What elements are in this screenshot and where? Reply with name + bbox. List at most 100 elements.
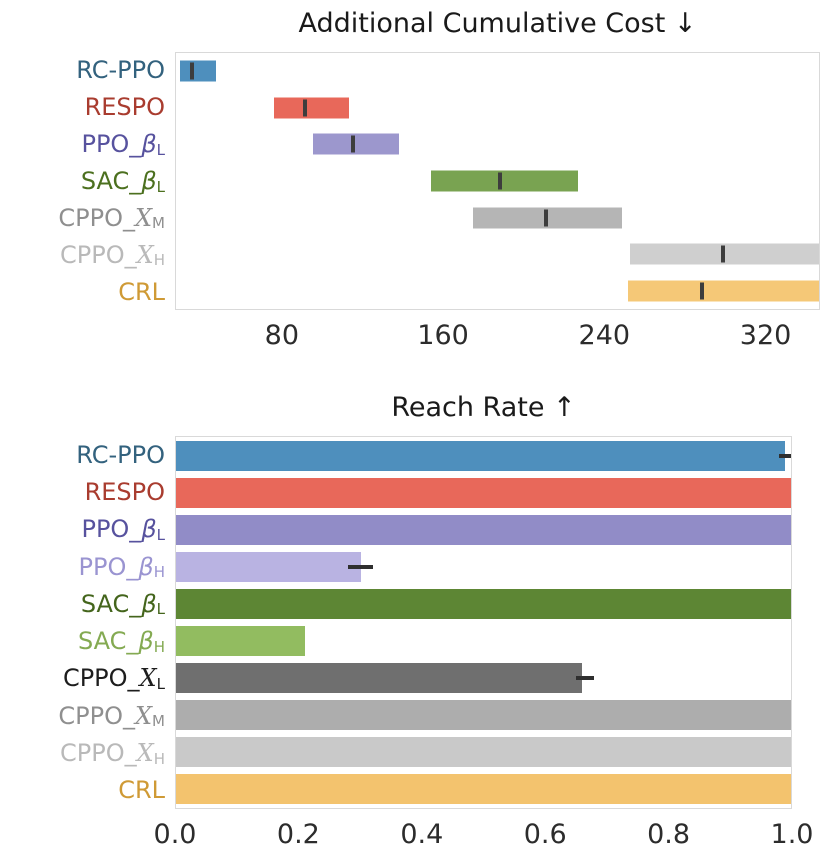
bar-track (176, 163, 819, 200)
reach-rate-chart-body: RC-PPO RESPO PPO_ β L PPO_ β H SAC_ β L SAC_ β H CPPO_… (0, 436, 792, 809)
row-label-subscript: H (153, 749, 165, 768)
row-label-text: RESPO (84, 477, 165, 506)
cost-chart-body: RC-PPO RESPO PPO_ β L SAC_ β L CPPO_ X M CPPO_ X H CRL (0, 52, 820, 310)
row-label-text: CPPO_ (62, 664, 140, 693)
row-label-subscript: M (152, 214, 165, 233)
bar (274, 97, 349, 119)
bar-track (176, 771, 791, 808)
mean-marker (497, 172, 502, 190)
row-label-text: SAC_ (80, 167, 142, 195)
cost-chart: Additional Cumulative Cost ↓ RC-PPO RESPO… (0, 0, 831, 360)
row-label-subscript: L (156, 525, 165, 544)
cost-chart-plot-area (175, 52, 820, 310)
row-label: SAC_ β L (0, 163, 165, 200)
row-label: SAC_ β H (0, 622, 165, 659)
bar (628, 280, 819, 302)
row-label-symbol: β (138, 552, 154, 581)
bar (176, 626, 306, 657)
bar (176, 440, 785, 471)
row-label-symbol: β (141, 515, 157, 544)
row-label-subscript: M (152, 712, 165, 731)
row-label-text: SAC_ (77, 627, 139, 656)
row-label-symbol: X (136, 739, 154, 768)
row-label-text: PPO_ (78, 552, 139, 581)
row-label-subscript: H (153, 637, 165, 656)
bar (176, 737, 791, 768)
x-tick-label: 80 (264, 320, 300, 351)
row-label-text: RC-PPO (76, 440, 165, 469)
cost-chart-ylabels: RC-PPO RESPO PPO_ β L SAC_ β L CPPO_ X M CPPO_ X H CRL (0, 52, 175, 310)
reach-rate-chart-ylabels: RC-PPO RESPO PPO_ β L PPO_ β H SAC_ β L SAC_ β H CPPO_… (0, 436, 175, 809)
mean-marker (543, 209, 548, 227)
mean-marker (720, 245, 725, 263)
x-tick-label: 0.4 (400, 819, 444, 850)
bar (176, 477, 791, 508)
bar-track (176, 660, 791, 697)
mean-marker (190, 62, 195, 80)
row-label-subscript: H (153, 251, 165, 270)
row-label: CRL (0, 273, 165, 310)
error-bar (778, 453, 791, 458)
row-label-subscript: L (156, 177, 165, 196)
row-label-text: RESPO (84, 93, 165, 122)
bar (176, 588, 791, 619)
reach-rate-chart-title: Reach Rate ↑ (391, 392, 576, 423)
row-label: CPPO_ X M (0, 199, 165, 236)
row-label-symbol: X (134, 701, 153, 730)
reach-rate-chart: Reach Rate ↑ RC-PPO RESPO PPO_ β L PPO_ β H SAC_… (0, 378, 831, 865)
bar (176, 700, 791, 731)
bar-track (176, 90, 819, 127)
bar (176, 663, 582, 694)
row-label: CRL (0, 772, 165, 809)
bar (176, 774, 791, 805)
x-tick-label: 160 (417, 320, 469, 351)
bar (176, 514, 791, 545)
row-label: PPO_ β L (0, 126, 165, 163)
row-label-text: CPPO_ (58, 701, 135, 730)
reach-rate-chart-xaxis: 0.0 0.2 0.4 0.6 0.8 1.0 (154, 815, 814, 855)
row-label-subscript: L (156, 140, 165, 159)
x-tick-label: 0.8 (647, 819, 691, 850)
row-label-text: SAC_ (80, 589, 142, 618)
mean-marker (350, 135, 355, 153)
cost-chart-title: Additional Cumulative Cost ↓ (298, 8, 697, 39)
row-label: SAC_ β L (0, 585, 165, 622)
error-bar (575, 676, 595, 681)
bar-track (176, 734, 791, 771)
bar-track (176, 697, 791, 734)
mean-marker (302, 99, 307, 117)
x-tick-label: 0.0 (153, 819, 197, 850)
row-label-text: PPO_ (81, 515, 142, 544)
bar-track (176, 548, 791, 585)
row-label-symbol: X (136, 240, 154, 269)
bar-track (176, 236, 819, 273)
row-label-text: CPPO_ (60, 739, 137, 768)
bar (630, 243, 819, 265)
bar-track (176, 511, 791, 548)
row-label: CPPO_ X L (0, 660, 165, 697)
bar (180, 60, 217, 82)
bar-track (176, 53, 819, 90)
row-label: RESPO (0, 473, 165, 510)
row-label-subscript: H (153, 563, 165, 582)
reach-rate-chart-plot-area (175, 436, 792, 809)
bar (312, 133, 400, 155)
x-tick-label: 1.0 (770, 819, 814, 850)
row-label-text: CPPO_ (58, 203, 135, 232)
x-tick-label: 0.2 (276, 819, 320, 850)
row-label-symbol: β (141, 589, 157, 618)
row-label-symbol: β (141, 130, 157, 159)
row-label: CPPO_ X H (0, 236, 165, 273)
row-label-text: CPPO_ (60, 240, 137, 269)
row-label: CPPO_ X M (0, 697, 165, 734)
row-label-text: RC-PPO (76, 56, 165, 85)
bar-track (176, 199, 819, 236)
row-label-text: CRL (118, 776, 165, 805)
bar-track (176, 272, 819, 309)
row-label-symbol: X (134, 203, 153, 232)
x-tick-label: 240 (578, 320, 631, 351)
mean-marker (700, 282, 705, 300)
row-label-symbol: X (139, 664, 157, 693)
row-label-symbol: β (138, 627, 154, 656)
row-label-text: CRL (118, 277, 165, 306)
